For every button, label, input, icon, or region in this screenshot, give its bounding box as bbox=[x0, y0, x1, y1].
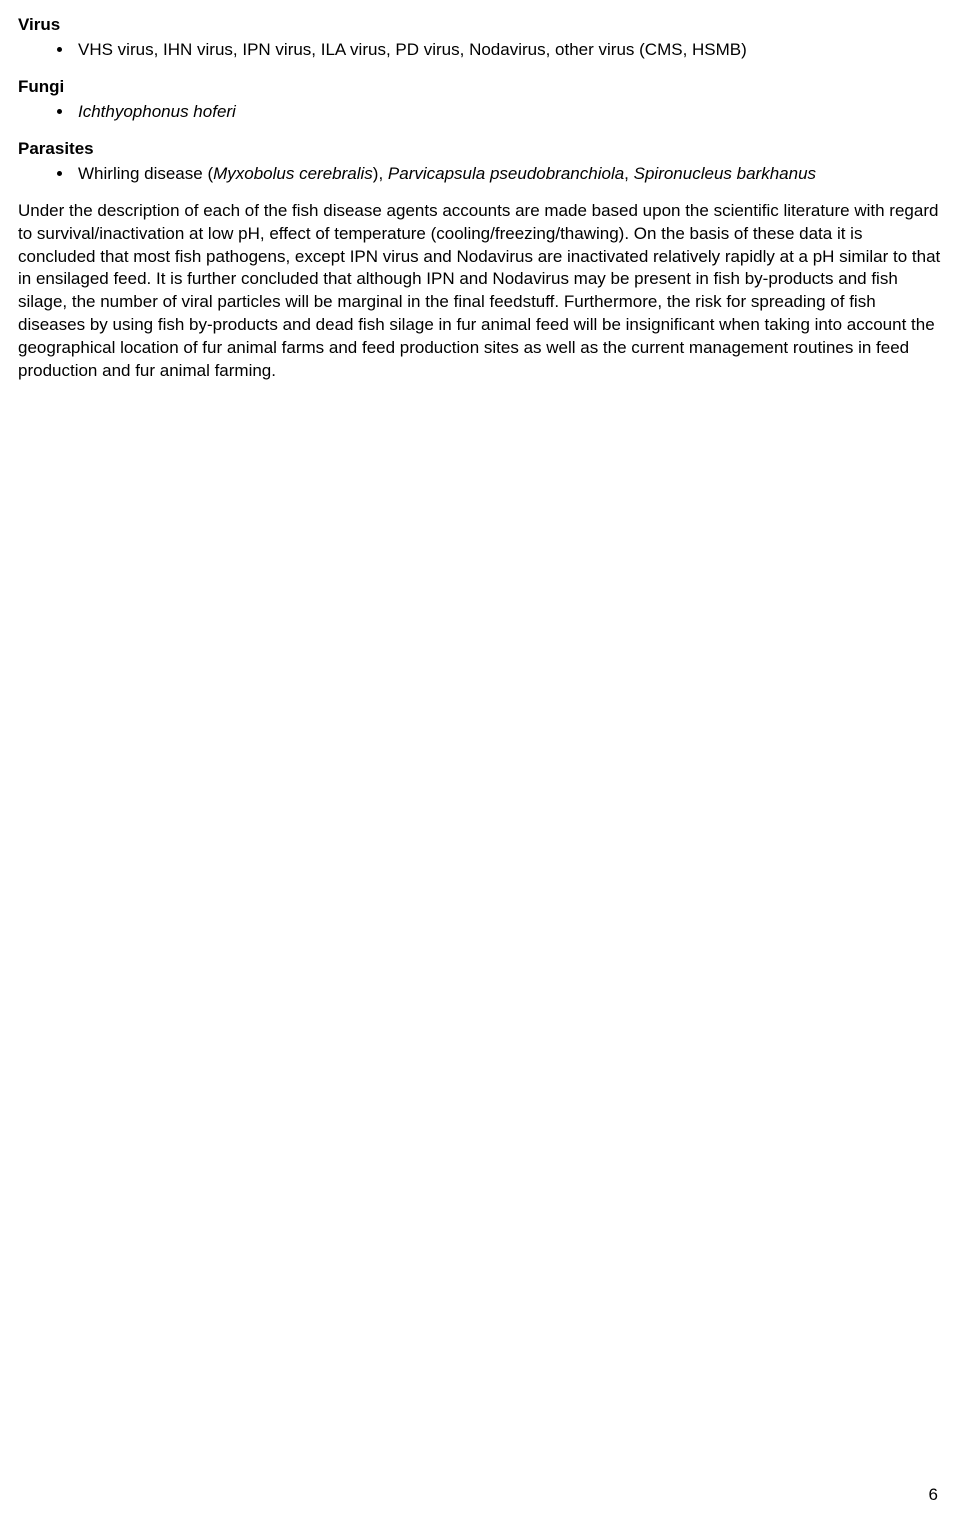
parasites-list: Whirling disease (Myxobolus cerebralis),… bbox=[18, 163, 942, 186]
parasites-species-2: Parvicapsula pseudobranchiola bbox=[388, 164, 624, 183]
parasites-species-1: Myxobolus cerebralis bbox=[213, 164, 373, 183]
parasites-mid: ), bbox=[373, 164, 388, 183]
parasites-prefix: Whirling disease ( bbox=[78, 164, 213, 183]
fungi-list: Ichthyophonus hoferi bbox=[18, 101, 942, 124]
virus-list: VHS virus, IHN virus, IPN virus, ILA vir… bbox=[18, 39, 942, 62]
fungi-heading: Fungi bbox=[18, 76, 942, 99]
body-paragraph: Under the description of each of the fis… bbox=[18, 200, 942, 384]
parasites-sep: , bbox=[624, 164, 633, 183]
parasites-heading: Parasites bbox=[18, 138, 942, 161]
fungi-item: Ichthyophonus hoferi bbox=[74, 101, 942, 124]
virus-item: VHS virus, IHN virus, IPN virus, ILA vir… bbox=[74, 39, 942, 62]
fungi-species: Ichthyophonus hoferi bbox=[78, 102, 236, 121]
page-number: 6 bbox=[929, 1484, 938, 1507]
parasites-species-3: Spironucleus barkhanus bbox=[634, 164, 816, 183]
virus-heading: Virus bbox=[18, 14, 942, 37]
parasites-item: Whirling disease (Myxobolus cerebralis),… bbox=[74, 163, 942, 186]
